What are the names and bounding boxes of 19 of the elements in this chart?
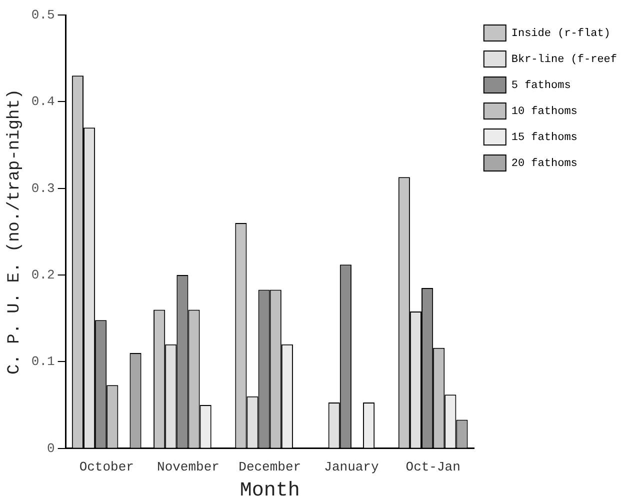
y-tick-label: 0.3 (31, 180, 55, 196)
legend-label: Bkr-line (f-reef (511, 54, 618, 66)
y-tick-label: 0.5 (31, 7, 55, 22)
y-tick-label: 0.2 (31, 267, 55, 282)
x-tick-label: December (238, 460, 302, 475)
y-tick-label: 0 (46, 440, 55, 456)
legend-label: 10 fathoms (511, 106, 578, 118)
legend-label: 20 fathoms (511, 158, 578, 170)
legend-label: 15 fathoms (511, 132, 578, 144)
x-axis-title: Month (240, 479, 300, 502)
legend-label: Inside (r-flat) (511, 28, 610, 40)
x-tick-label: October (79, 460, 134, 475)
x-tick-label: Oct-Jan (406, 460, 460, 475)
x-tick-label: November (157, 460, 220, 475)
legend-label: 5 fathoms (511, 80, 571, 92)
y-tick-label: 0.1 (31, 354, 55, 370)
y-axis-title: C. P. U. E. (no./trap-night) (6, 88, 25, 375)
x-tick-label: January (324, 460, 379, 475)
y-tick-label: 0.4 (31, 94, 55, 110)
